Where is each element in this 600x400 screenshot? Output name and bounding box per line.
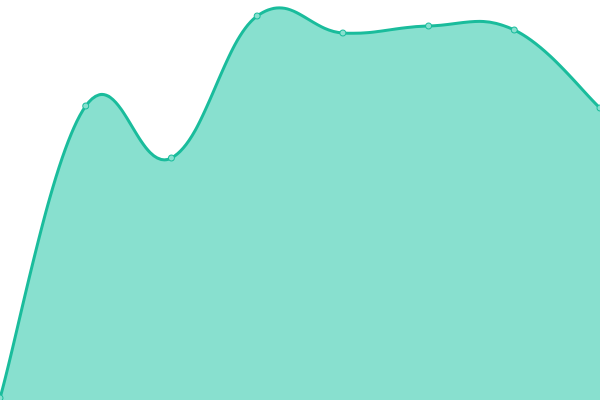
series-line — [0, 6, 600, 399]
data-point — [425, 22, 433, 30]
data-point — [167, 154, 175, 162]
area-fill — [0, 7, 600, 400]
data-point — [82, 102, 90, 110]
data-point — [596, 104, 600, 112]
data-point — [510, 26, 518, 34]
data-point — [253, 12, 261, 20]
data-points — [0, 12, 600, 400]
data-point — [0, 394, 4, 400]
data-point — [339, 29, 347, 37]
